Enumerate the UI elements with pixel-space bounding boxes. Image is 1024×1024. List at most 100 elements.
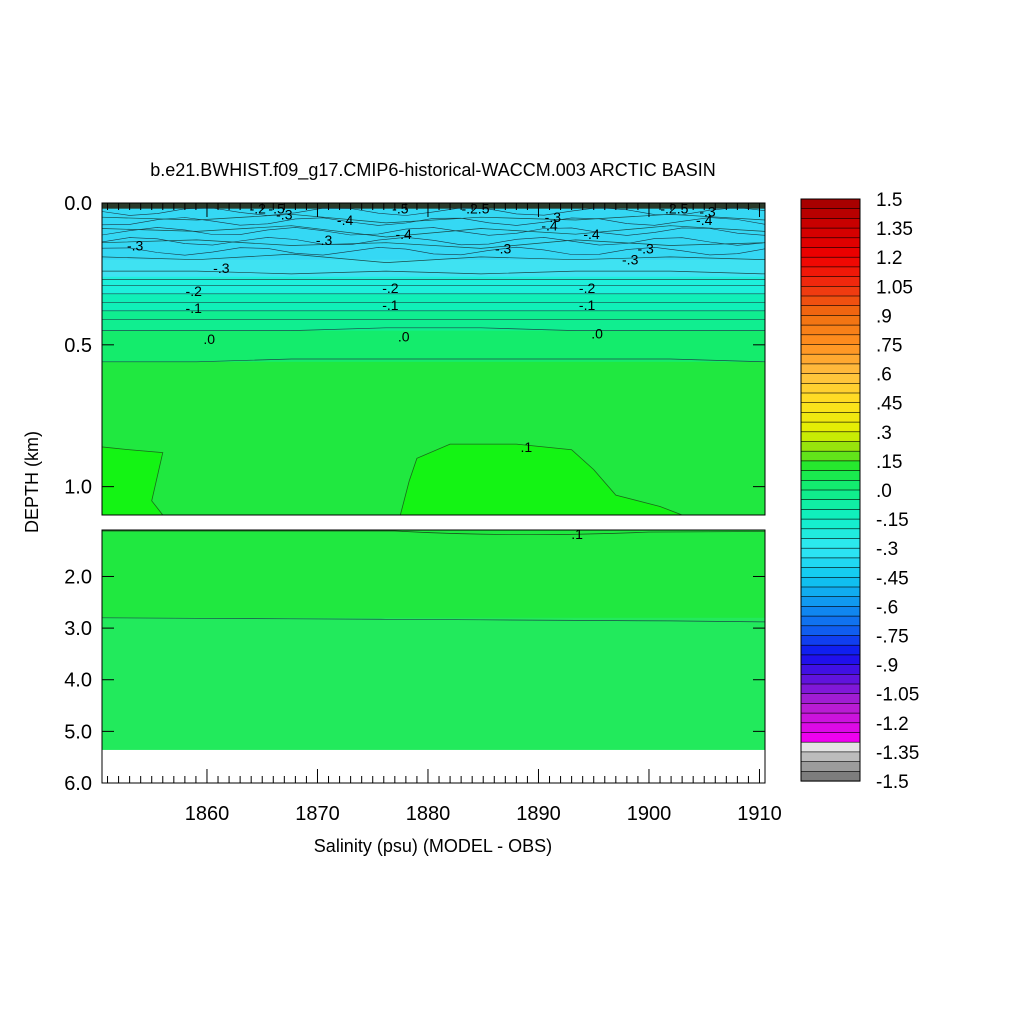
x-axis: 1860 1870 1880 1890 1900 1910	[107, 203, 782, 825]
colorbar-label-1: 1.35	[876, 219, 913, 240]
colorbar-segment-57	[800, 751, 861, 763]
colorbar-segment-35	[800, 538, 861, 549]
contour-label-19: -.2	[186, 283, 203, 299]
colorbar-segment-50	[800, 683, 861, 695]
contour-label-21: -.2	[382, 280, 399, 296]
colorbar-label-16: -.9	[876, 656, 898, 677]
contour-label-23: -.2	[579, 280, 596, 296]
contour-label-11: -.4	[583, 226, 600, 242]
band-lower-7	[102, 530, 765, 619]
contour-label-28: .1	[520, 439, 532, 455]
colorbar-segment-14	[800, 334, 861, 346]
colorbar-label-6: .6	[876, 365, 892, 386]
colorbar-label-7: .45	[876, 394, 902, 415]
colorbar-segment-46	[800, 644, 861, 656]
colorbar-segment-28	[800, 470, 861, 481]
colorbar-frame	[800, 198, 861, 782]
colorbar-label-13: -.45	[876, 568, 909, 589]
band-2	[102, 259, 765, 278]
colorbar-segment-19	[800, 382, 861, 394]
contour-label-20: -.1	[186, 300, 203, 316]
colorbar-segment-49	[800, 673, 861, 685]
colorbar-segment-36	[800, 547, 861, 559]
y-tick-label-6.0: 6.0	[64, 773, 92, 795]
colorbar-segment-13	[800, 324, 861, 336]
contour-line-11	[102, 327, 765, 331]
contour-label-13: -.3	[637, 240, 654, 256]
colorbar-segment-40	[800, 586, 861, 598]
upper-plot-area: -.2 -.5-.3 -.5 -.2.5-.4-.4-.3-.3-.3-.4-.4-.…	[102, 201, 765, 515]
y-tick-label-0.0: 0.0	[64, 193, 92, 215]
colorbar-segment-25	[800, 441, 861, 452]
colorbar-segment-43	[800, 615, 861, 627]
lower-plot-area: .1	[102, 530, 765, 750]
x-tick-label-1870: 1870	[295, 803, 340, 825]
colorbar-label-3: 1.05	[876, 277, 913, 298]
lower-frame	[101, 529, 766, 784]
colorbar-segment-10	[800, 295, 861, 307]
contour-label-9: -.3	[545, 209, 562, 225]
colorbar-segment-8	[800, 276, 861, 287]
colorbar-segment-48	[800, 664, 861, 675]
colorbar-segment-52	[800, 703, 861, 714]
colorbar-segment-1	[800, 208, 861, 219]
chart-title: b.e21.BWHIST.f09_g17.CMIP6-historical-WA…	[150, 160, 716, 181]
x-tick-label-1900: 1900	[627, 803, 672, 825]
colorbar-label-14: -.6	[876, 597, 898, 618]
region-0.1-1	[399, 443, 683, 515]
colorbar-segment-11	[800, 305, 861, 317]
colorbar-segment-37	[800, 557, 861, 569]
colorbar-segment-18	[800, 373, 861, 384]
contour-line-2	[102, 239, 765, 249]
contour-label-25: .0	[203, 331, 215, 347]
contour-label-5: -.4	[337, 212, 354, 228]
colorbar-segment-55	[800, 732, 861, 743]
y-tick-label-4.0: 4.0	[64, 670, 92, 692]
colorbar-segment-47	[800, 654, 861, 666]
colorbar-segment-23	[800, 421, 861, 433]
contour-line-1	[102, 225, 765, 238]
contour-label-26: .0	[398, 328, 410, 344]
contour-label-24: -.1	[579, 297, 596, 313]
colorbar-segment-16	[800, 353, 861, 365]
colorbar-segment-0	[800, 198, 861, 210]
contour-label-12: -.3	[495, 240, 512, 256]
colorbar-label-12: -.3	[876, 539, 898, 560]
y-tick-label-0.5: 0.5	[64, 335, 92, 357]
colorbar-label-0: 1.5	[876, 190, 902, 211]
surface-contour-2	[102, 227, 765, 236]
colorbar-label-18: -1.2	[876, 714, 909, 735]
colorbar: 1.5 1.35 1.2 1.05 .9 .75 .6 .45 .3 .15 .0 -.15 -.3 -.…	[800, 190, 919, 793]
colorbar-label-2: 1.2	[876, 248, 902, 269]
colorbar-segment-6	[800, 256, 861, 268]
colorbar-segment-51	[800, 693, 861, 705]
contour-label-15: -.2.5	[660, 201, 688, 217]
contour-label-7: -.3	[316, 232, 333, 248]
colorbar-segment-7	[800, 266, 861, 278]
colorbar-label-15: -.75	[876, 627, 909, 648]
contour-line-3	[102, 253, 765, 263]
contour-label-10: -.4	[541, 218, 558, 234]
colorbar-label-8: .3	[876, 423, 892, 444]
colorbar-label-10: .0	[876, 481, 892, 502]
x-tick-label-1910: 1910	[737, 803, 782, 825]
upper-frame	[101, 202, 766, 516]
colorbar-segment-59	[800, 770, 861, 782]
colorbar-segment-41	[800, 596, 861, 608]
y-tick-label-2.0: 2.0	[64, 566, 92, 588]
y-tick-label-3.0: 3.0	[64, 618, 92, 640]
lower-panel: .1	[101, 529, 766, 784]
colorbar-label-19: -1.35	[876, 743, 919, 764]
colorbar-segment-54	[800, 722, 861, 734]
colorbar-segment-3	[800, 227, 861, 239]
colorbar-label-4: .9	[876, 306, 892, 327]
x-tick-label-1890: 1890	[516, 803, 561, 825]
contour-label-3: -.5	[392, 201, 409, 217]
x-axis-label: Salinity (psu) (MODEL - OBS)	[314, 836, 552, 856]
y-axis: 0.0 0.5 1.0 2.0 3.0 4.0 5.0 6.0	[64, 193, 765, 795]
colorbar-segment-26	[800, 450, 861, 462]
colorbar-segment-39	[800, 576, 861, 588]
colorbar-segment-42	[800, 606, 861, 617]
contour-label-1: -.5	[268, 201, 285, 217]
